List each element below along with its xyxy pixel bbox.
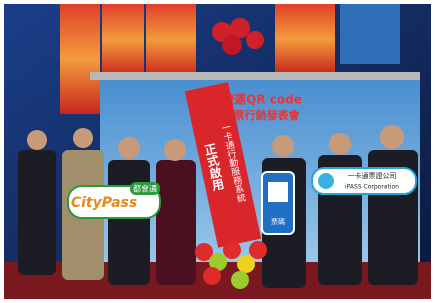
light-panel <box>146 4 196 76</box>
balloon <box>231 271 249 289</box>
head <box>329 133 351 155</box>
balloon <box>237 255 255 273</box>
truss <box>90 72 420 80</box>
person <box>108 160 150 285</box>
sign-tag: 都會通 <box>133 184 157 194</box>
light-panel <box>275 4 335 74</box>
balloon <box>249 241 267 259</box>
citypass-sign: CityPass 都會通 <box>68 182 160 218</box>
person <box>156 160 196 285</box>
balloon <box>230 18 250 38</box>
light-panel <box>60 4 100 114</box>
ipass-name: 一卡通票證公司 <box>348 171 397 180</box>
person <box>18 150 56 275</box>
sign-brand: CityPass <box>71 195 137 211</box>
head <box>73 128 93 148</box>
ipass-english: iPASS Corporation <box>345 184 399 191</box>
head <box>380 125 404 149</box>
qr-code <box>268 182 288 202</box>
light-panel <box>340 4 400 64</box>
qr-label: 票碼 <box>271 218 285 226</box>
page: 高雄捷運QR code 週行車票行銷發表會 正式啟用 一卡通行動服務系統 Cit… <box>0 0 435 303</box>
ipass-logo <box>318 173 334 189</box>
light-panel <box>102 4 144 76</box>
head <box>272 135 294 157</box>
head <box>164 139 186 161</box>
balloon <box>222 35 242 55</box>
qr-sign: 票碼 <box>262 172 294 234</box>
balloon <box>246 31 264 49</box>
head <box>118 137 140 159</box>
balloon <box>223 241 241 259</box>
ipass-sign: 一卡通票證公司 iPASS Corporation <box>312 168 416 194</box>
head <box>27 130 47 150</box>
photo: 高雄捷運QR code 週行車票行銷發表會 正式啟用 一卡通行動服務系統 Cit… <box>0 0 435 303</box>
balloon <box>203 267 221 285</box>
